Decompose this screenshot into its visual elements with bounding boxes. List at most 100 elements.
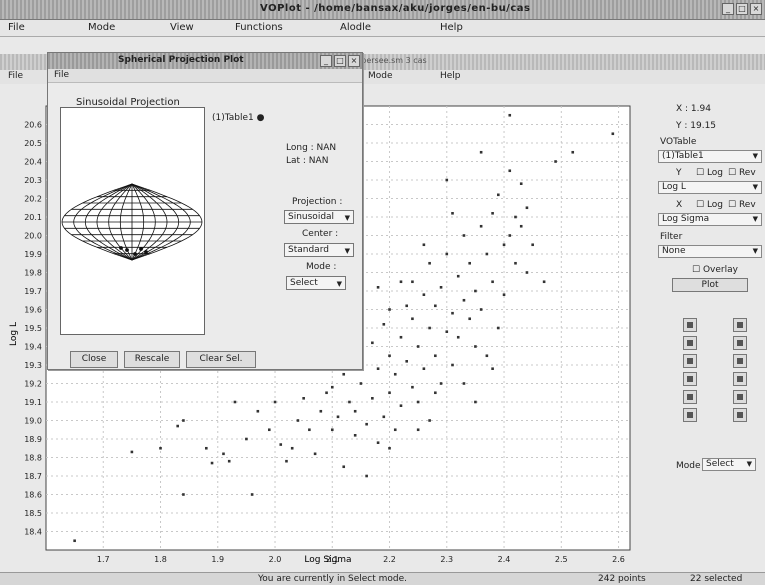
dialog-close-icon[interactable]: × [348, 55, 360, 67]
menu-functions[interactable]: Functions [235, 22, 283, 33]
x-column-select[interactable]: Log Sigma [658, 213, 762, 226]
info-icon[interactable] [683, 390, 697, 404]
data-point [439, 286, 443, 289]
y-rev-checkbox[interactable]: ☐ Rev [728, 168, 756, 178]
data-point [462, 298, 466, 302]
inner-menu-help[interactable]: Help [440, 71, 461, 81]
data-point [285, 459, 288, 463]
data-point [445, 252, 449, 256]
line-icon[interactable] [733, 354, 747, 368]
legend-point-icon: ● [256, 113, 265, 123]
y-tick-label: 19.3 [24, 361, 42, 370]
save-icon[interactable] [683, 408, 697, 422]
long-readout: Long : NAN [286, 143, 337, 153]
x-tick-label: 1.8 [154, 555, 167, 564]
y-log-checkbox[interactable]: ☐ Log [696, 168, 724, 178]
data-point [611, 132, 615, 136]
data-point [462, 234, 466, 237]
plot-button[interactable]: Plot [672, 278, 748, 292]
mode-select[interactable]: Select [702, 458, 756, 471]
data-point [451, 311, 454, 315]
x-axis-row-label: X [676, 200, 683, 210]
menu-help[interactable]: Help [440, 22, 463, 33]
data-point [353, 434, 357, 437]
zoom-out-icon[interactable] [733, 336, 747, 350]
data-point [502, 293, 506, 296]
inner-menu-mode[interactable]: Mode [368, 71, 393, 81]
menu-file[interactable]: File [8, 22, 25, 33]
fit-icon[interactable] [683, 336, 697, 350]
data-point [497, 193, 500, 197]
data-point [479, 224, 483, 228]
projected-point [119, 246, 123, 250]
data-point [514, 261, 517, 265]
y-tick-label: 18.7 [24, 472, 42, 481]
y-tick-label: 19.5 [24, 324, 42, 333]
filter-select[interactable]: None [658, 245, 762, 258]
zoom-in-icon[interactable] [733, 318, 747, 332]
dialog-title-bar[interactable]: Spherical Projection Plot _ □ × [48, 53, 362, 69]
data-point [336, 415, 340, 419]
projection-select[interactable]: Sinusoidal [284, 210, 354, 224]
data-point [210, 461, 214, 465]
projection-title: Sinusoidal Projection [76, 97, 180, 108]
menu-mode[interactable]: Mode [88, 22, 116, 33]
y-tick-label: 18.5 [24, 509, 42, 518]
clear-selection-button[interactable]: Clear Sel. [186, 351, 256, 368]
print-icon[interactable] [733, 408, 747, 422]
dialog-menu-file[interactable]: File [54, 70, 70, 80]
data-point [451, 363, 454, 367]
data-point [508, 169, 512, 173]
maximize-icon[interactable]: □ [736, 3, 748, 15]
menu-alodle[interactable]: Alodle [340, 22, 372, 33]
y-column-select[interactable]: Log L [658, 181, 762, 194]
data-points [73, 113, 615, 543]
data-point [428, 326, 431, 330]
window-title: VOPlot - /home/bansax/aku/jorges/en-bu/c… [260, 3, 531, 14]
data-point [445, 178, 449, 182]
rescale-button[interactable]: Rescale [124, 351, 180, 368]
data-point [411, 385, 414, 389]
votable-select[interactable]: (1)Table1 [658, 150, 762, 163]
dialog-maximize-icon[interactable]: □ [334, 55, 346, 67]
projection-canvas[interactable] [60, 107, 205, 335]
data-point [474, 400, 477, 404]
x-tick-label: 2.3 [440, 555, 453, 564]
data-point [434, 391, 437, 395]
data-point [388, 391, 391, 395]
menu-view[interactable]: View [170, 22, 194, 33]
close-icon[interactable]: × [750, 3, 762, 15]
overlay-checkbox[interactable]: ☐ Overlay [692, 265, 738, 275]
point-icon[interactable] [683, 372, 697, 386]
data-point [491, 212, 494, 215]
data-point [411, 317, 414, 321]
center-select[interactable]: Standard [284, 243, 354, 257]
projection-dialog: Spherical Projection Plot _ □ × File Sin… [47, 52, 363, 370]
y-tick-label: 19.9 [24, 250, 42, 259]
data-point [388, 354, 391, 358]
y-tick-label: 19.8 [24, 269, 42, 278]
grid-icon[interactable] [733, 372, 747, 386]
data-point [508, 234, 512, 237]
data-point [497, 326, 500, 330]
y-tick-label: 20.6 [24, 121, 42, 130]
data-point [531, 243, 534, 247]
dialog-mode-select[interactable]: Select [286, 276, 346, 290]
dialog-minimize-icon[interactable]: _ [320, 55, 332, 67]
histogram-icon[interactable] [683, 318, 697, 332]
data-point [267, 428, 271, 432]
data-point [176, 424, 179, 428]
x-rev-checkbox[interactable]: ☐ Rev [728, 200, 756, 210]
data-point [519, 224, 523, 228]
data-point [502, 243, 506, 247]
x-log-checkbox[interactable]: ☐ Log [696, 200, 724, 210]
close-button[interactable]: Close [70, 351, 118, 368]
select-icon[interactable] [683, 354, 697, 368]
data-point [399, 404, 403, 407]
x-tick-label: 2.6 [612, 555, 625, 564]
minimize-icon[interactable]: _ [722, 3, 734, 15]
table-icon[interactable] [733, 390, 747, 404]
data-point [514, 215, 517, 219]
inner-menu-file[interactable]: File [8, 71, 24, 81]
main-menubar: File Mode View Functions Alodle Help [0, 20, 765, 37]
